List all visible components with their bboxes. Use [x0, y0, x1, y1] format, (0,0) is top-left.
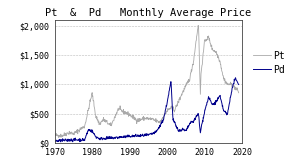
- Pt: [148, 118, 152, 120]
- Pd: [62, 139, 65, 141]
- Pt: [237, 92, 241, 94]
- Line: Pt: Pt: [55, 25, 239, 137]
- Pd: [59, 141, 63, 143]
- Pd: [156, 128, 160, 130]
- Pd: [124, 137, 128, 139]
- Title: Pt  &  Pd   Monthly Average Price: Pt & Pd Monthly Average Price: [45, 8, 251, 18]
- Pd: [234, 77, 237, 79]
- Pd: [53, 139, 56, 141]
- Pt: [224, 82, 228, 83]
- Line: Pd: Pd: [55, 78, 239, 142]
- Pt: [57, 136, 60, 138]
- Legend: Pt, Pd: Pt, Pd: [249, 47, 289, 79]
- Pt: [53, 134, 56, 136]
- Pt: [62, 135, 65, 137]
- Pt: [182, 87, 186, 89]
- Pt: [124, 113, 128, 115]
- Pd: [237, 83, 241, 85]
- Pd: [182, 128, 186, 130]
- Pt: [196, 24, 200, 26]
- Pd: [148, 133, 152, 135]
- Pd: [224, 112, 228, 114]
- Pt: [156, 120, 160, 122]
